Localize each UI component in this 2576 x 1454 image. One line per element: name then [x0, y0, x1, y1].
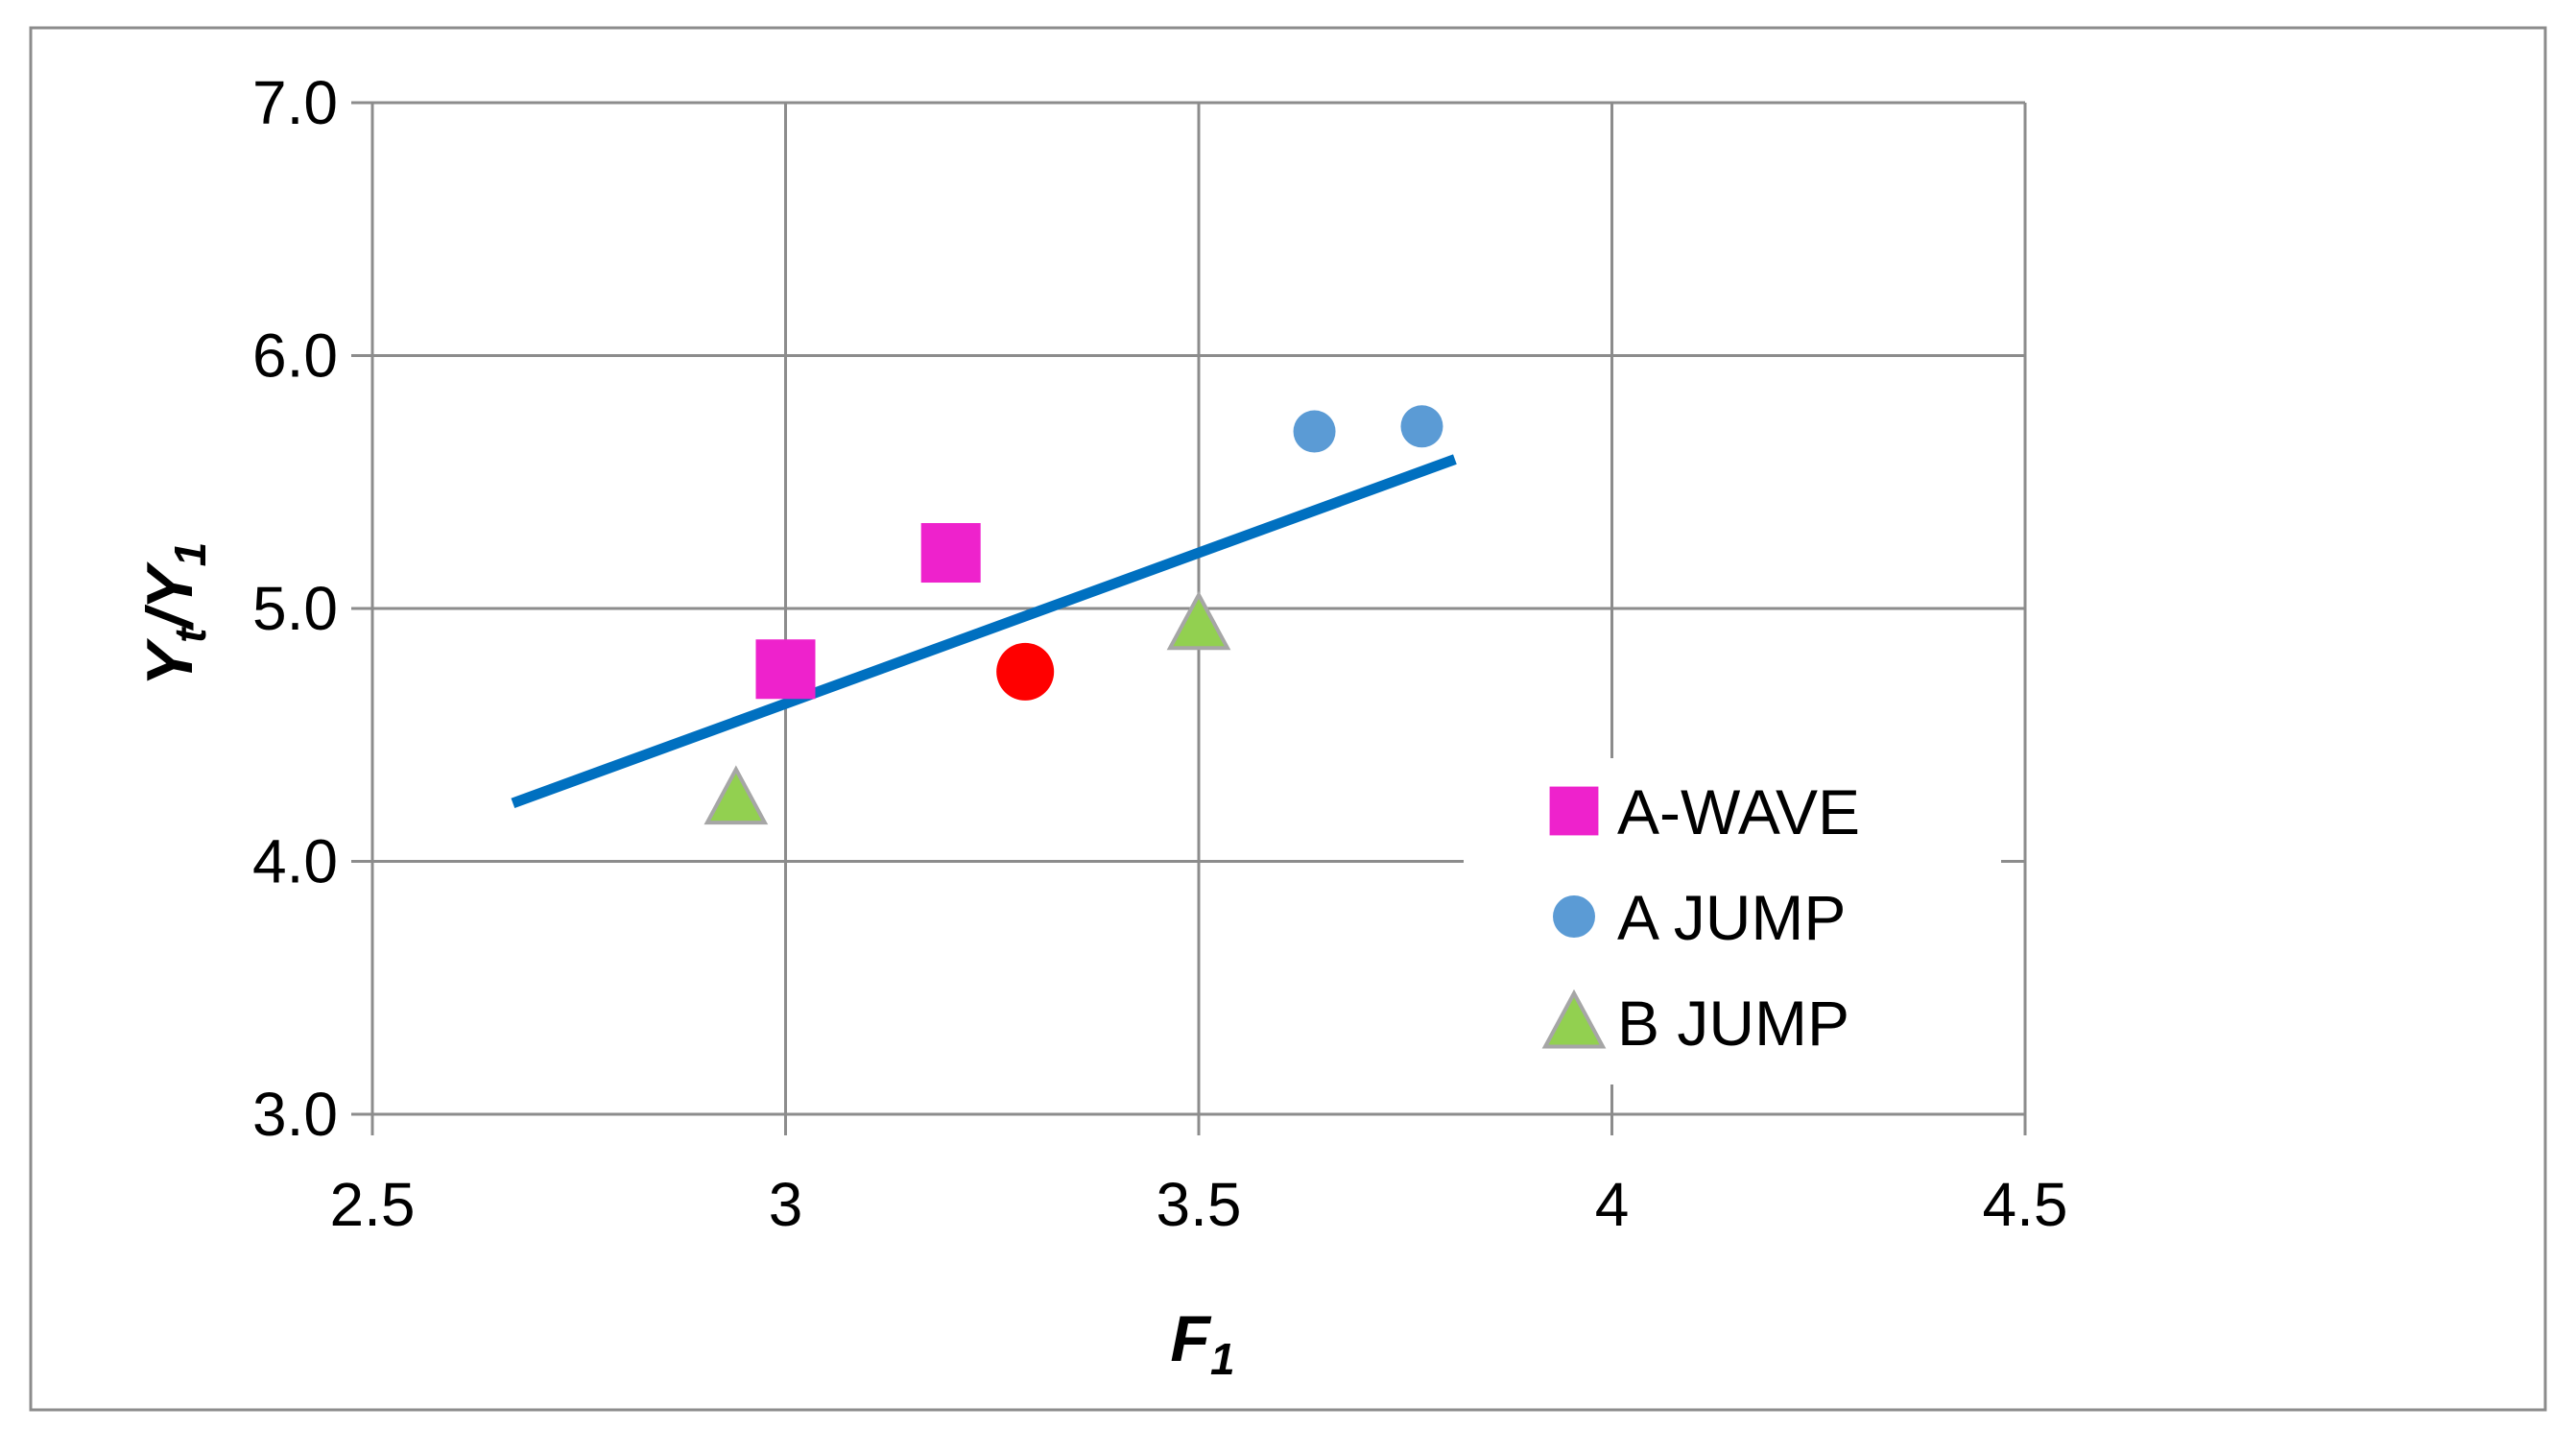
x-tick-label: 3 — [769, 1170, 803, 1239]
gridlines — [351, 101, 2027, 1135]
legend-marker-a-wave — [1549, 786, 1599, 836]
legend-marker-a-jump — [1553, 895, 1595, 938]
legend-marker-b-jump — [1541, 989, 1607, 1049]
b-jump-marker — [704, 765, 769, 825]
a-jump-marker — [1293, 410, 1336, 453]
trendline — [511, 454, 1457, 809]
y-tick-label: 3.0 — [252, 1080, 338, 1149]
highlight-point-marker — [996, 642, 1055, 701]
legend-label-a-jump: A JUMP — [1617, 882, 1846, 953]
y-tick-label: 4.0 — [252, 827, 338, 896]
a-wave-marker — [920, 523, 981, 584]
b-jump-marker — [1166, 590, 1231, 651]
legend: A-WAVE A JUMP B JUMP — [1464, 758, 2001, 1085]
legend-label-a-wave: A-WAVE — [1617, 776, 1860, 847]
y-tick-label: 7.0 — [252, 68, 338, 137]
legend-label-b-jump: B JUMP — [1617, 988, 1849, 1059]
x-tick-label: 4.5 — [1983, 1170, 2068, 1239]
x-tick-label: 2.5 — [330, 1170, 416, 1239]
a-jump-marker — [1400, 405, 1443, 448]
tick-labels: 3.0 4.0 5.0 6.0 7.0 2.5 3 3.5 4 4.5 — [252, 68, 2067, 1239]
a-wave-marker — [755, 639, 816, 700]
y-tick-label: 6.0 — [252, 322, 338, 391]
x-axis-title: F1 — [1170, 1302, 1234, 1384]
x-tick-label: 4 — [1595, 1170, 1630, 1239]
y-tick-label: 5.0 — [252, 574, 338, 643]
y-axis-title: Yt/Y1 — [133, 542, 215, 687]
x-tick-label: 3.5 — [1157, 1170, 1242, 1239]
markers — [704, 405, 1443, 825]
chart-border — [29, 26, 2547, 1412]
trendline-layer — [511, 454, 1457, 809]
